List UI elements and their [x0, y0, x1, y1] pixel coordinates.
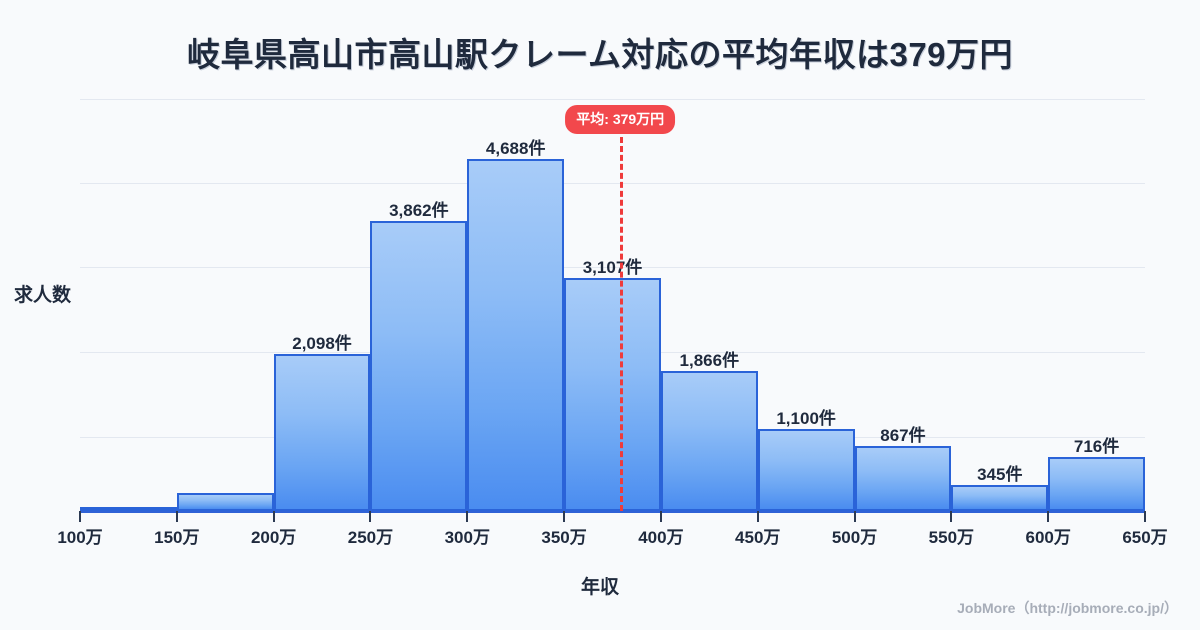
- histogram-bar: [370, 221, 468, 511]
- gridline: [80, 183, 1145, 184]
- bar-value-label: 716件: [1073, 437, 1120, 457]
- average-line: [620, 128, 624, 511]
- x-axis-tick-label: 200万: [250, 528, 297, 547]
- bar-value-label: 1,866件: [679, 351, 740, 371]
- x-axis-tick: [853, 511, 856, 522]
- x-axis-tick-label: 100万: [57, 528, 103, 547]
- x-axis-tick: [175, 511, 178, 522]
- x-axis-tick: [369, 511, 372, 522]
- gridline: [80, 267, 1145, 268]
- x-axis-tick: [272, 511, 275, 522]
- histogram-bar: [273, 353, 371, 511]
- x-axis-tick-label: 650万: [1122, 528, 1168, 547]
- x-axis-tick: [1047, 511, 1050, 522]
- bar-value-label: 1,100件: [776, 408, 836, 428]
- x-axis-tick-label: 150万: [154, 528, 200, 547]
- x-axis-tick: [466, 511, 469, 522]
- x-axis-tick: [79, 511, 81, 522]
- x-axis-title: 年収: [580, 577, 619, 598]
- x-axis-tick: [659, 511, 662, 522]
- page-title: 岐阜県高山市高山駅クレーム対応の平均年収は379万円: [186, 36, 1014, 73]
- histogram-bar: [757, 428, 855, 511]
- x-axis-tick-label: 450万: [735, 528, 781, 547]
- bar-value-label: 4,688件: [485, 139, 546, 159]
- histogram-bar: [660, 371, 758, 511]
- bar-value-label: 3,862件: [389, 201, 449, 221]
- histogram-bar: [564, 277, 661, 511]
- histogram-bar: [854, 445, 952, 511]
- x-axis-tick-label: 550万: [928, 528, 975, 547]
- bar-value-label: 2,098件: [292, 333, 352, 353]
- x-axis-tick-label: 400万: [638, 528, 684, 547]
- x-axis-tick-label: 250万: [347, 528, 394, 547]
- x-axis-tick: [1144, 511, 1146, 522]
- histogram-bar: [1048, 457, 1145, 511]
- histogram-bar: [80, 506, 177, 511]
- histogram-bar: [176, 493, 274, 511]
- x-axis-tick-label: 300万: [444, 528, 490, 547]
- x-axis-tick: [950, 511, 953, 522]
- x-axis-tick: [563, 511, 566, 522]
- bar-value-label: 345件: [977, 465, 1023, 485]
- average-badge: 平均: 379万円: [565, 105, 676, 134]
- bar-value-label: 3,107件: [582, 257, 643, 277]
- y-axis-title: 求人数: [14, 285, 72, 306]
- x-axis-tick: [756, 511, 759, 522]
- x-axis-tick-label: 350万: [541, 528, 587, 547]
- bar-value-label: 867件: [880, 425, 926, 445]
- histogram-bar: [951, 485, 1049, 511]
- histogram-bar: [467, 159, 565, 511]
- x-axis-tick-label: 500万: [831, 528, 878, 547]
- x-axis-line: [80, 511, 1145, 513]
- footer-credit: JobMore（http://jobmore.co.jp/）: [957, 600, 1178, 616]
- x-axis-tick-label: 600万: [1025, 528, 1071, 547]
- gridline: [80, 99, 1145, 100]
